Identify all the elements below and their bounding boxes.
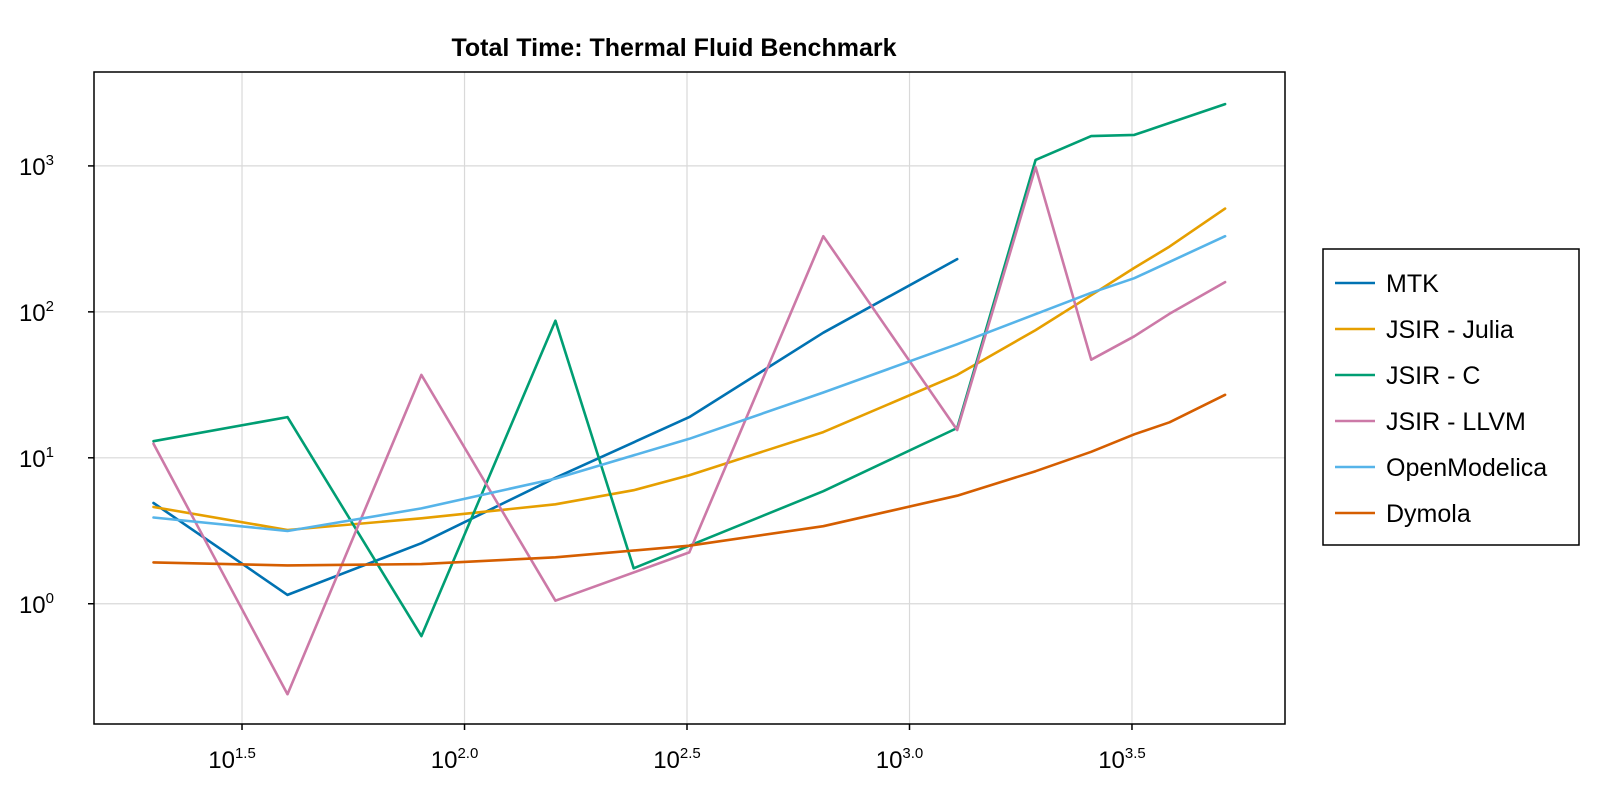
- legend: MTK JSIR - Julia JSIR - C JSIR - LLVM OpenMo…: [1322, 248, 1580, 546]
- legend-label: JSIR - LLVM: [1386, 408, 1526, 436]
- chart-title: Total Time: Thermal Fluid Benchmark: [452, 34, 897, 62]
- y-tick-label: 101: [19, 444, 54, 473]
- grid-layer: [94, 72, 1285, 724]
- series-line-openmodelica: [152, 234, 1227, 533]
- legend-label: JSIR - C: [1386, 362, 1480, 390]
- x-tick-label: 102.0: [431, 745, 479, 774]
- y-tick-label: 102: [19, 298, 54, 327]
- x-tick-label: 103.5: [1098, 745, 1146, 774]
- series-line-jsir-llvm: [152, 165, 1227, 696]
- legend-label: OpenModelica: [1386, 454, 1547, 482]
- legend-label: JSIR - Julia: [1386, 316, 1514, 344]
- x-tick-label: 103.0: [876, 745, 924, 774]
- series-line-jsir-c: [152, 102, 1227, 638]
- legend-label: MTK: [1386, 270, 1439, 298]
- x-tick-label: 101.5: [208, 745, 256, 774]
- series-line-dymola: [152, 393, 1227, 567]
- series-layer: [152, 102, 1227, 696]
- legend-label: Dymola: [1386, 500, 1471, 528]
- legend-frame: [1322, 248, 1580, 546]
- y-tick-label: 103: [19, 152, 54, 181]
- x-tick-label: 102.5: [653, 745, 701, 774]
- plot-frame: [93, 71, 1286, 725]
- series-line-jsir-julia: [152, 207, 1227, 532]
- y-tick-label: 100: [19, 590, 54, 619]
- x-axis-ticks: 101.5 102.0 102.5 103.0 103.5: [208, 724, 1146, 774]
- y-axis-ticks: 100 101 102 103: [19, 152, 94, 619]
